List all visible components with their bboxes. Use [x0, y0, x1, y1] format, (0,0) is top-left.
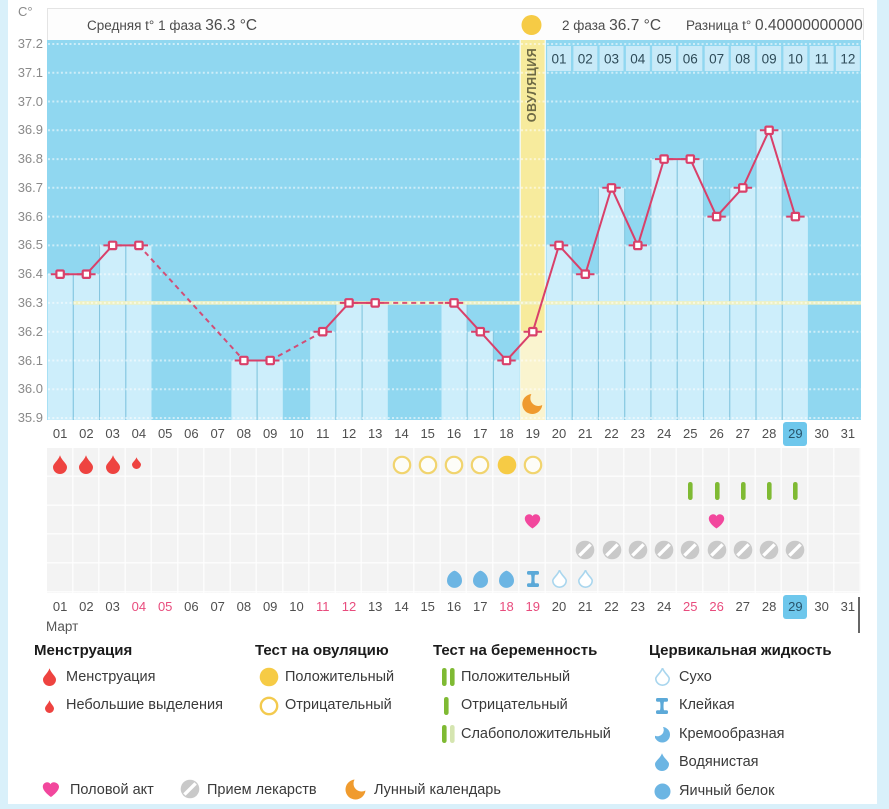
svg-text:09: 09: [762, 52, 777, 67]
svg-text:01: 01: [551, 52, 566, 67]
svg-text:04: 04: [630, 52, 646, 67]
svg-text:12: 12: [840, 52, 855, 67]
svg-text:10: 10: [788, 52, 803, 67]
svg-text:11: 11: [815, 52, 829, 67]
svg-text:07: 07: [709, 52, 724, 67]
svg-text:03: 03: [604, 52, 619, 67]
svg-text:02: 02: [578, 52, 593, 67]
svg-text:05: 05: [657, 52, 672, 67]
svg-text:06: 06: [683, 52, 698, 67]
svg-text:08: 08: [735, 52, 750, 67]
